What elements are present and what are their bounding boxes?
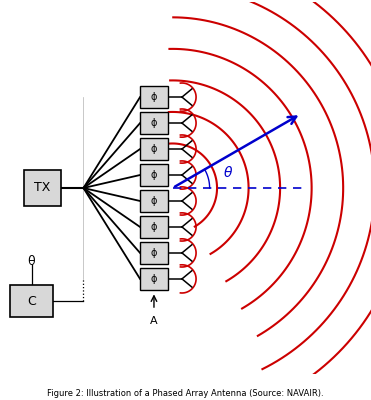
Bar (140, 190, 168, 212)
Text: C: C (27, 295, 36, 308)
Text: θ: θ (224, 166, 232, 180)
Text: ϕ: ϕ (151, 144, 157, 154)
Bar (140, 216, 168, 238)
Text: ϕ: ϕ (151, 118, 157, 128)
Bar (140, 242, 168, 264)
Bar (140, 164, 168, 186)
Bar (24, 170, 61, 206)
Bar (140, 138, 168, 160)
Bar (10, 285, 53, 317)
Text: ϕ: ϕ (151, 92, 157, 102)
Text: ϕ: ϕ (151, 274, 157, 284)
Text: ϕ: ϕ (151, 196, 157, 206)
Bar (140, 268, 168, 290)
Text: Figure 2: Illustration of a Phased Array Antenna (Source: NAVAIR).: Figure 2: Illustration of a Phased Array… (47, 389, 324, 398)
Text: ϕ: ϕ (151, 170, 157, 180)
Text: θ: θ (28, 255, 35, 268)
Bar (140, 86, 168, 108)
Text: ϕ: ϕ (151, 222, 157, 232)
Bar (140, 112, 168, 134)
Text: ϕ: ϕ (151, 248, 157, 258)
Text: TX: TX (35, 182, 51, 194)
Text: A: A (150, 316, 158, 326)
